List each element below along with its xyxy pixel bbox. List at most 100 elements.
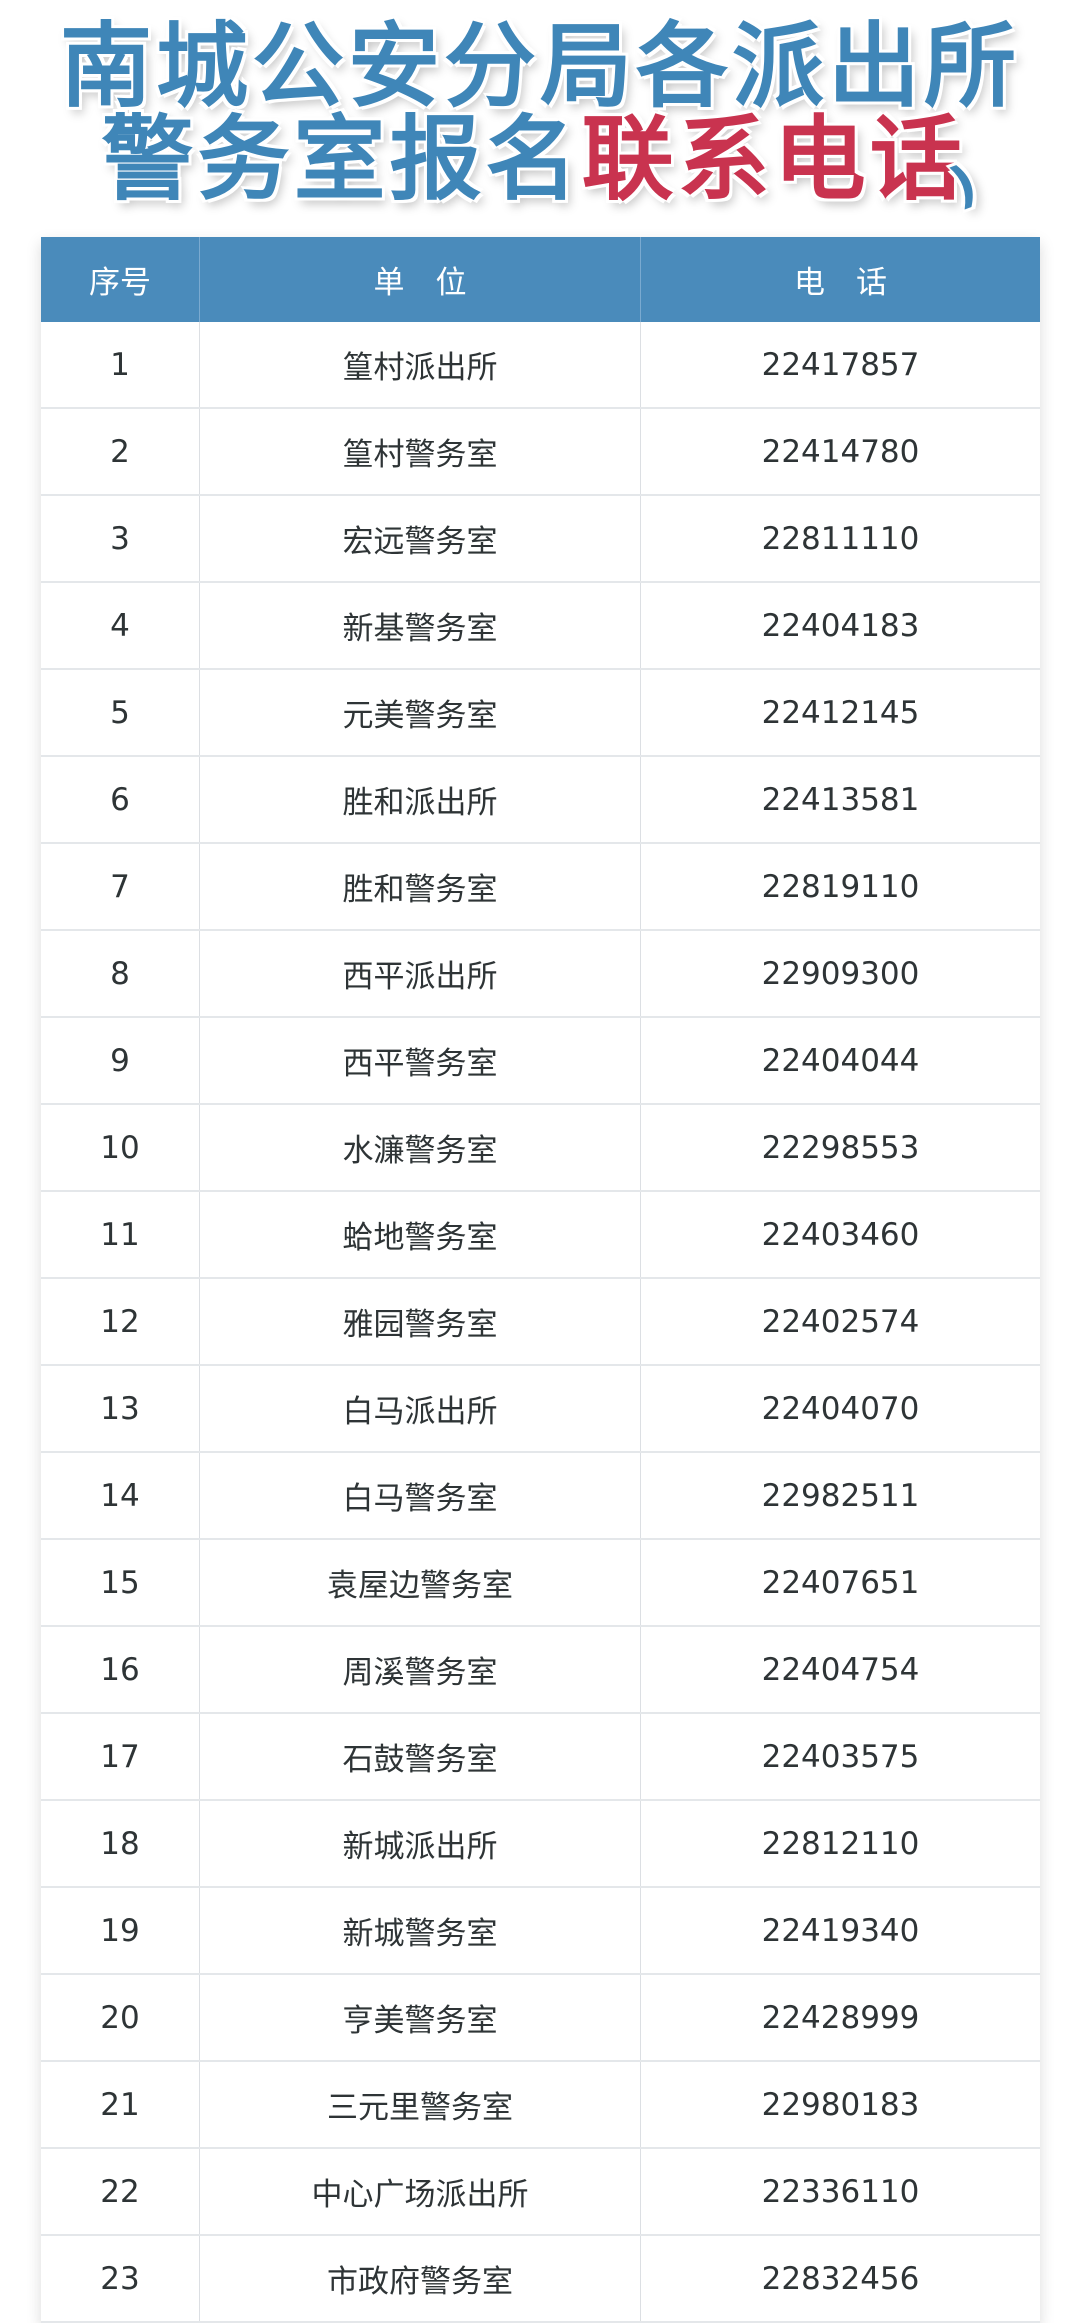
row-phone: 22407651 xyxy=(761,1564,920,1601)
row-index: 19 xyxy=(41,1888,200,1973)
table-row: 6 胜和派出所 22413581 xyxy=(41,757,1040,844)
row-index: 18 xyxy=(41,1801,200,1886)
row-index: 13 xyxy=(41,1366,200,1451)
row-phone: 22404044 xyxy=(761,1042,920,1079)
row-unit: 元美警务室 xyxy=(200,670,641,755)
row-index: 17 xyxy=(41,1714,200,1799)
row-index: 8 xyxy=(41,931,200,1016)
row-phone: 22832456 xyxy=(761,2260,920,2297)
header-index: 序号 xyxy=(41,237,200,322)
row-index: 9 xyxy=(41,1018,200,1103)
row-unit: 宏远警务室 xyxy=(200,496,641,581)
row-index: 16 xyxy=(41,1627,200,1712)
row-index: 11 xyxy=(41,1192,200,1277)
row-unit: 蛤地警务室 xyxy=(200,1192,641,1277)
row-unit: 三元里警务室 xyxy=(200,2062,641,2147)
row-phone: 22404070 xyxy=(761,1390,920,1427)
row-unit: 新城派出所 xyxy=(200,1801,641,1886)
table-row: 16 周溪警务室 22404754 xyxy=(41,1627,1040,1714)
row-unit: 篁村派出所 xyxy=(200,322,641,407)
table-row: 11 蛤地警务室 22403460 xyxy=(41,1192,1040,1279)
row-unit: 周溪警务室 xyxy=(200,1627,641,1712)
row-phone: 22982511 xyxy=(761,1477,920,1514)
row-unit: 胜和警务室 xyxy=(200,844,641,929)
row-phone: 22413581 xyxy=(761,781,920,818)
table-row: 12 雅园警务室 22402574 xyxy=(41,1279,1040,1366)
row-phone: 22811110 xyxy=(761,520,920,557)
table-row: 9 西平警务室 22404044 xyxy=(41,1018,1040,1105)
table-row: 10 水濂警务室 22298553 xyxy=(41,1105,1040,1192)
row-index: 22 xyxy=(41,2149,200,2234)
table-row: 5 元美警务室 22412145 xyxy=(41,670,1040,757)
row-index: 20 xyxy=(41,1975,200,2060)
table-row: 17 石鼓警务室 22403575 xyxy=(41,1714,1040,1801)
row-unit: 胜和派出所 xyxy=(200,757,641,842)
header-unit: 单 位 xyxy=(200,237,641,322)
header-phone: 电 话 xyxy=(794,265,887,301)
row-index: 23 xyxy=(41,2236,200,2321)
table-row: 21 三元里警务室 22980183 xyxy=(41,2062,1040,2149)
title-red-part: 联系电话 xyxy=(581,106,966,213)
title-blue-part: 警务室报名 xyxy=(101,106,582,213)
table-row: 19 新城警务室 22419340 xyxy=(41,1888,1040,1975)
row-unit: 中心广场派出所 xyxy=(200,2149,641,2234)
table-row: 2 篁村警务室 22414780 xyxy=(41,409,1040,496)
table-row: 1 篁村派出所 22417857 xyxy=(41,322,1040,409)
row-index: 21 xyxy=(41,2062,200,2147)
row-index: 5 xyxy=(41,670,200,755)
row-index: 12 xyxy=(41,1279,200,1364)
row-phone: 22909300 xyxy=(761,955,920,992)
row-phone: 22402574 xyxy=(761,1303,920,1340)
table-row: 3 宏远警务室 22811110 xyxy=(41,496,1040,583)
row-index: 4 xyxy=(41,583,200,668)
title-line-1: 南城公安分局各派出所 xyxy=(59,13,1020,120)
row-phone: 22298553 xyxy=(761,1129,920,1166)
table-row: 23 市政府警务室 22832456 xyxy=(41,2236,1040,2323)
row-phone: 22819110 xyxy=(761,868,920,905)
table-row: 18 新城派出所 22812110 xyxy=(41,1801,1040,1888)
table-row: 14 白马警务室 22982511 xyxy=(41,1453,1040,1540)
row-unit: 白马警务室 xyxy=(200,1453,641,1538)
row-unit: 篁村警务室 xyxy=(200,409,641,494)
row-phone: 22336110 xyxy=(761,2173,920,2210)
row-index: 15 xyxy=(41,1540,200,1625)
row-unit: 亨美警务室 xyxy=(200,1975,641,2060)
table-row: 20 亨美警务室 22428999 xyxy=(41,1975,1040,2062)
row-phone: 22412145 xyxy=(761,694,920,731)
row-unit: 新基警务室 xyxy=(200,583,641,668)
table-row: 4 新基警务室 22404183 xyxy=(41,583,1040,670)
row-index: 6 xyxy=(41,757,200,842)
row-phone: 22403575 xyxy=(761,1738,920,1775)
row-phone: 22419340 xyxy=(761,1912,920,1949)
row-index: 14 xyxy=(41,1453,200,1538)
title-line-2: 警务室报名联系电话) xyxy=(0,105,1080,239)
table-row: 7 胜和警务室 22819110 xyxy=(41,844,1040,931)
row-unit: 西平警务室 xyxy=(200,1018,641,1103)
table-row: 13 白马派出所 22404070 xyxy=(41,1366,1040,1453)
row-phone: 22812110 xyxy=(761,1825,920,1862)
contact-table: 序号 单 位 电 话 1 篁村派出所 22417857 2 篁村警务室 22414780 3… xyxy=(41,237,1040,2323)
row-phone: 22980183 xyxy=(761,2086,920,2123)
row-index: 2 xyxy=(41,409,200,494)
row-index: 1 xyxy=(41,322,200,407)
row-unit: 雅园警务室 xyxy=(200,1279,641,1364)
row-unit: 白马派出所 xyxy=(200,1366,641,1451)
table-row: 15 袁屋边警务室 22407651 xyxy=(41,1540,1040,1627)
row-index: 3 xyxy=(41,496,200,581)
table-row: 8 西平派出所 22909300 xyxy=(41,931,1040,1018)
row-unit: 新城警务室 xyxy=(200,1888,641,1973)
row-phone: 22414780 xyxy=(761,433,920,470)
row-phone: 22428999 xyxy=(761,1999,920,2036)
row-index: 10 xyxy=(41,1105,200,1190)
row-phone: 22404183 xyxy=(761,607,920,644)
row-index: 7 xyxy=(41,844,200,929)
row-unit: 袁屋边警务室 xyxy=(200,1540,641,1625)
row-unit: 市政府警务室 xyxy=(200,2236,641,2321)
table-row: 22 中心广场派出所 22336110 xyxy=(41,2149,1040,2236)
row-phone: 22403460 xyxy=(761,1216,920,1253)
row-unit: 西平派出所 xyxy=(200,931,641,1016)
row-phone: 22404754 xyxy=(761,1651,920,1688)
row-phone: 22417857 xyxy=(761,346,920,383)
row-unit: 水濂警务室 xyxy=(200,1105,641,1190)
row-unit: 石鼓警务室 xyxy=(200,1714,641,1799)
